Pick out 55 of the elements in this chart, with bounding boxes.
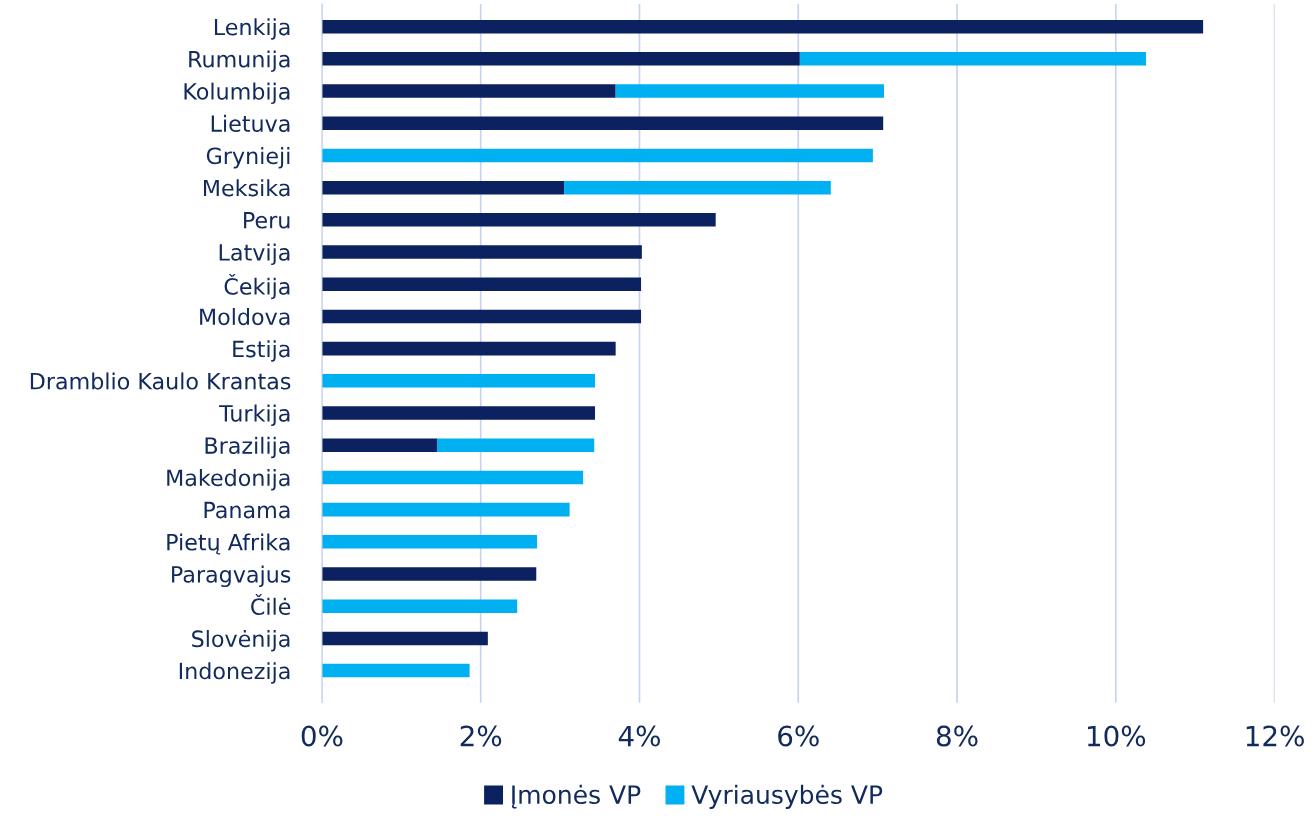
- y-tick-label: Lietuva: [211, 114, 290, 132]
- y-tick-label: Estija: [233, 340, 290, 362]
- bar: [321, 631, 488, 646]
- y-tick-label: Makedonija: [167, 468, 290, 491]
- y-tick-label: Peru: [244, 212, 290, 229]
- y-tick-label: Panama: [204, 501, 290, 519]
- bar: [321, 470, 584, 485]
- y-tick-label: Indonezija: [179, 662, 290, 684]
- y-tick-label: Moldova: [200, 307, 290, 326]
- x-tick-label: 0%: [301, 725, 343, 747]
- y-tick-label: Pietų Afrika: [167, 533, 290, 555]
- x-tick-label: 2%: [460, 725, 502, 747]
- bar: [321, 84, 616, 98]
- y-tick-label: Čilė: [251, 594, 291, 615]
- legend-label: Vyriausybės VP: [691, 784, 883, 809]
- bar: [321, 148, 873, 163]
- y-tick-label: Brazilija: [205, 436, 290, 459]
- x-tick-label: 6%: [778, 725, 819, 747]
- y-tick-label: Grynieji: [206, 147, 290, 169]
- x-tick-label: 10%: [1087, 725, 1146, 747]
- bar: [321, 567, 537, 581]
- x-tick-label: 8%: [936, 725, 978, 747]
- bar: [321, 502, 570, 517]
- y-tick-label: Čekija: [224, 273, 290, 300]
- bar: [321, 599, 518, 613]
- y-tick-label: Lenkija: [214, 18, 290, 40]
- bar: [799, 52, 1146, 66]
- bar: [321, 19, 1204, 34]
- bar: [321, 438, 438, 452]
- bar: [321, 277, 642, 291]
- bar: [321, 374, 596, 388]
- bar: [615, 84, 884, 98]
- x-tick-label: 12%: [1246, 725, 1304, 747]
- y-tick-label: Rumunija: [189, 50, 290, 72]
- y-tick-label: Paragvajus: [172, 565, 291, 588]
- bar: [321, 245, 642, 259]
- y-tick-label: Turkija: [219, 404, 290, 427]
- bar: [321, 663, 470, 678]
- bar: [321, 535, 538, 549]
- bar: [564, 180, 831, 195]
- bar: [321, 116, 884, 130]
- bar: [321, 309, 642, 324]
- bar: [321, 52, 800, 66]
- y-tick-label: Slovėnija: [192, 629, 290, 652]
- y-tick-label: Meksika: [203, 179, 290, 197]
- bar: [437, 438, 595, 452]
- bar: [321, 180, 565, 195]
- legend-label: Įmonės VP: [511, 784, 641, 809]
- y-tick-label: Latvija: [219, 243, 290, 266]
- y-tick-label: Dramblio Kaulo Krantas: [30, 372, 291, 390]
- x-tick-label: 4%: [618, 725, 660, 747]
- bar: [321, 341, 616, 356]
- bar: [321, 213, 716, 227]
- y-tick-label: Kolumbija: [184, 82, 290, 105]
- bar: [321, 406, 596, 420]
